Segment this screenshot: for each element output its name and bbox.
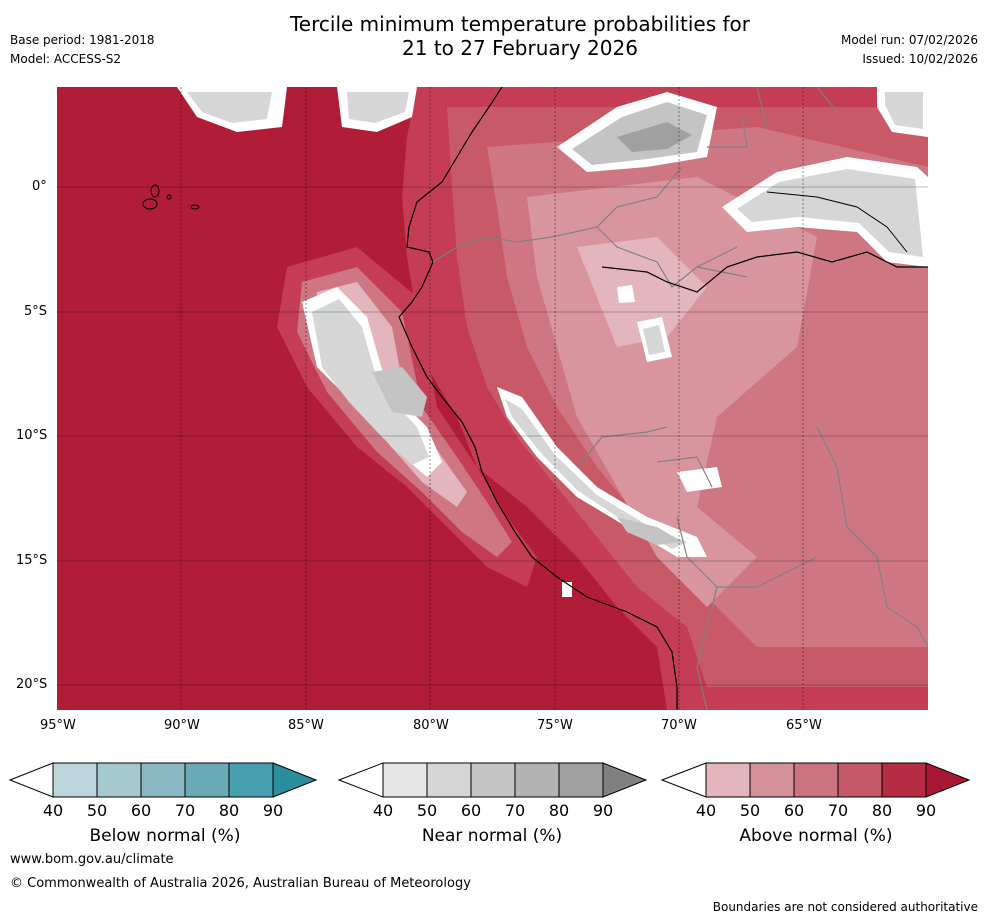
cbar-near-tick: 90 [592,801,614,820]
field-above-40 [577,237,707,347]
galapagos-island [142,198,158,210]
lat-label: 15°S [16,553,48,568]
parallels [57,186,928,686]
probability-map [57,87,928,710]
lat-label: 5°S [24,304,48,319]
title-line-1: Tercile minimum temperature probabilitie… [289,12,751,36]
near-strip-peru-dark [617,517,682,545]
colorbar-near-segment [602,762,648,798]
cbar-above-tick: 70 [827,801,849,820]
near-patch-north-2-grey [347,92,409,123]
northern-river [766,191,908,253]
lat-label: 0° [32,179,47,194]
country-borders [432,87,928,710]
model-run-text: Model run: 07/02/2026 [840,33,978,47]
colorbar-near-segment [426,762,472,798]
cbar-near-tick: 80 [548,801,570,820]
near-patch-east-grey [737,169,923,257]
colorbar-above-segment [837,762,883,798]
cbar-above-tick: 60 [783,801,805,820]
cbar-below-tick: 90 [262,801,284,820]
near-patch-north-1-grey [187,92,272,123]
lon-label: 90°W [164,718,200,733]
colorbar-below-segment [140,762,186,798]
disclaimer-text: Boundaries are not considered authoritat… [712,900,978,914]
colorbar-above-segment [925,762,971,798]
colorbar-above-segment [705,762,751,798]
colorbar-above-segment [793,762,839,798]
near-patch-coast-dark [372,367,427,417]
colorbar-below-segment [96,762,142,798]
near-patch-ne-corner-grey [885,92,923,129]
galapagos-island [150,184,160,198]
lon-label: 65°W [786,718,822,733]
near-strip-peru-grey [505,399,687,549]
lon-label: 75°W [537,718,573,733]
colorbar-below-segment [228,762,274,798]
cbar-near-tick: 60 [460,801,482,820]
galapagos-island [190,204,200,210]
above-normal-label: Above normal (%) [739,826,893,846]
cbar-above-tick: 40 [695,801,717,820]
lat-label: 10°S [16,428,48,443]
colorbar-near [337,762,648,798]
colorbar-above-segment [881,762,927,798]
cbar-below-tick: 50 [86,801,108,820]
cbar-near-tick: 50 [416,801,438,820]
colorbar-below-segment [8,762,54,798]
cbar-below-tick: 80 [218,801,240,820]
colorbar-near-segment [470,762,516,798]
colorbar-above-segment [660,762,707,798]
near-patch-ne-1-dark [617,122,692,152]
amazon-river [601,251,928,293]
cbar-above-tick: 50 [739,801,761,820]
base-period-text: Base period: 1981-2018 [10,33,155,47]
colorbar-near-segment [558,762,604,798]
colorbar-below-segment [184,762,230,798]
lon-label: 95°W [40,718,76,733]
near-strip-peru [497,387,707,557]
coastline [398,87,678,710]
map-title: Tercile minimum temperature probabilitie… [0,12,988,60]
colorbar-below-segment [272,762,318,798]
lon-label: 70°W [661,718,697,733]
near-patch-coast-grey [312,299,429,465]
lon-label: 80°W [413,718,449,733]
near-patch-small-2 [617,285,635,303]
below-normal-label: Below normal (%) [89,826,241,846]
colorbars [8,762,971,798]
colorbar-below [8,762,318,798]
colorbar-near-segment [382,762,428,798]
lat-label: 20°S [16,677,48,692]
near-patch-small-1-grey [643,325,665,355]
title-line-2: 21 to 27 February 2026 [402,36,638,60]
colorbar-above [660,762,971,798]
colorbar-near-segment [514,762,560,798]
colorbar-above-segment [749,762,795,798]
colorbar-near-segment [337,762,384,798]
colorbar-below-segment [52,762,98,798]
cbar-above-tick: 80 [871,801,893,820]
cbar-below-tick: 70 [174,801,196,820]
near-normal-label: Near normal (%) [421,826,563,846]
website-link[interactable]: www.bom.gov.au/climate [10,852,174,867]
cbar-near-tick: 40 [372,801,394,820]
lon-label: 85°W [288,718,324,733]
cbar-below-tick: 60 [130,801,152,820]
cbar-above-tick: 90 [915,801,937,820]
galapagos-island [166,194,172,200]
cbar-near-tick: 70 [504,801,526,820]
cbar-below-tick: 40 [42,801,64,820]
copyright-text: © Commonwealth of Australia 2026, Austra… [10,876,471,891]
issued-text: Issued: 10/02/2026 [862,52,978,66]
model-text: Model: ACCESS-S2 [10,52,122,66]
